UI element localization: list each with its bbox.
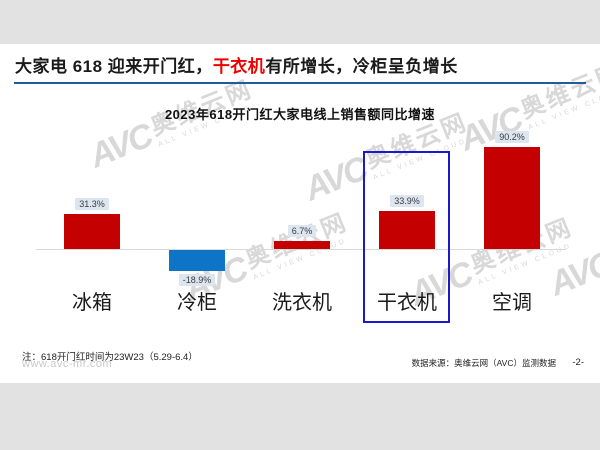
page-number: -2- xyxy=(572,357,584,368)
category-label-冷柜: 冷柜 xyxy=(177,292,217,314)
category-label-冰箱: 冰箱 xyxy=(72,292,112,314)
bar-干衣机 xyxy=(379,211,435,249)
data-source: 数据来源：奥维云网（AVC）监测数据 xyxy=(411,358,556,368)
page-title-pre: 大家电 618 迎来开门红， xyxy=(15,57,213,76)
bar-冰箱 xyxy=(64,214,120,249)
page-title: 大家电 618 迎来开门红，干衣机有所增长，冷柜呈负增长 xyxy=(15,52,458,77)
category-label-空调: 空调 xyxy=(492,292,532,314)
value-label-冷柜: -18.9% xyxy=(162,274,232,286)
bar-洗衣机 xyxy=(274,241,330,249)
value-label-洗衣机: 6.7% xyxy=(267,225,337,237)
category-label-干衣机: 干衣机 xyxy=(377,292,437,314)
chart-title: 2023年618开门红大家电线上销售额同比增速 xyxy=(164,107,436,122)
page-title-post: 有所增长，冷柜呈负增长 xyxy=(265,57,458,76)
page-title-highlight: 干衣机 xyxy=(212,57,266,76)
value-label-干衣机: 33.9% xyxy=(372,195,442,207)
slide: AVC 奥维云网 ALL VIEW CLOUD AVC 奥维云网 ALL VIE… xyxy=(0,44,600,383)
bar-空调 xyxy=(484,147,540,249)
title-underline xyxy=(14,82,586,84)
category-label-洗衣机: 洗衣机 xyxy=(272,292,332,314)
bar-冷柜 xyxy=(169,250,225,271)
footnote: 注：618开门红时间为23W23（5.29-6.4） xyxy=(22,352,198,363)
highlight-box-干衣机 xyxy=(363,151,450,323)
chart-plot-area: 31.3% 冰箱 -18.9% 冷柜 6.7% 洗衣机 33.9% 干衣机 90.2% 空调 xyxy=(0,44,600,383)
value-label-冰箱: 31.3% xyxy=(57,198,127,210)
value-label-空调: 90.2% xyxy=(477,131,547,143)
x-axis-line xyxy=(36,249,566,250)
